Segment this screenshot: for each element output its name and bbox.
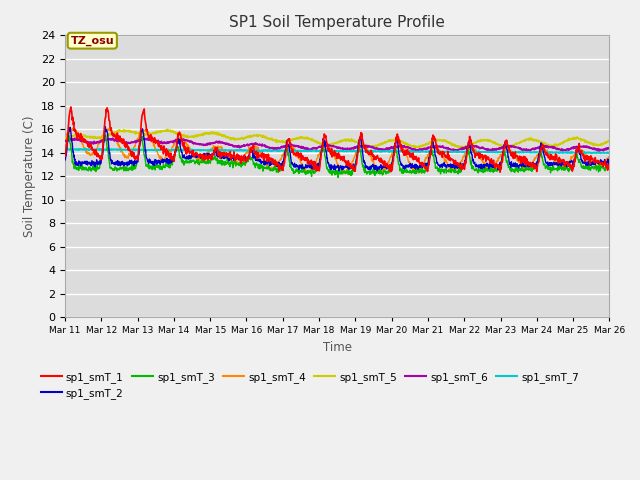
X-axis label: Time: Time [323, 341, 352, 354]
sp1_smT_5 [605, 138, 613, 144]
sp1_smT_3 [334, 175, 342, 180]
sp1_smT_7 [371, 148, 379, 154]
sp1_smT_7 [605, 150, 613, 156]
sp1_smT_3 [314, 168, 321, 174]
Y-axis label: Soil Temperature (C): Soil Temperature (C) [22, 116, 36, 237]
Line: sp1_smT_6: sp1_smT_6 [65, 138, 609, 151]
sp1_smT_1 [292, 151, 300, 157]
sp1_smT_7 [304, 148, 312, 154]
sp1_smT_5 [314, 140, 321, 146]
Line: sp1_smT_2: sp1_smT_2 [65, 127, 609, 171]
sp1_smT_4 [292, 150, 300, 156]
sp1_smT_3 [304, 170, 312, 176]
sp1_smT_6 [104, 136, 111, 142]
sp1_smT_5 [164, 127, 172, 132]
sp1_smT_7 [63, 146, 70, 152]
sp1_smT_5 [61, 135, 69, 141]
sp1_smT_7 [292, 148, 300, 154]
Line: sp1_smT_5: sp1_smT_5 [65, 130, 609, 148]
sp1_smT_1 [304, 160, 312, 166]
sp1_smT_5 [461, 145, 468, 151]
sp1_smT_2 [374, 168, 381, 174]
sp1_smT_6 [71, 135, 79, 141]
sp1_smT_6 [126, 140, 134, 145]
sp1_smT_4 [372, 164, 380, 169]
sp1_smT_2 [104, 130, 111, 136]
sp1_smT_4 [106, 125, 113, 131]
sp1_smT_2 [304, 164, 312, 169]
sp1_smT_5 [371, 143, 379, 149]
sp1_smT_4 [126, 152, 134, 157]
sp1_smT_6 [314, 145, 321, 151]
Line: sp1_smT_1: sp1_smT_1 [65, 107, 609, 172]
sp1_smT_3 [104, 148, 111, 154]
sp1_smT_3 [102, 132, 109, 138]
sp1_smT_6 [61, 138, 69, 144]
sp1_smT_4 [341, 171, 349, 177]
sp1_smT_1 [126, 148, 134, 154]
sp1_smT_3 [292, 166, 300, 172]
sp1_smT_4 [61, 133, 69, 139]
sp1_smT_5 [292, 135, 300, 141]
sp1_smT_2 [102, 124, 109, 130]
sp1_smT_7 [314, 148, 321, 154]
sp1_smT_4 [103, 126, 111, 132]
Legend: sp1_smT_1, sp1_smT_2, sp1_smT_3, sp1_smT_4, sp1_smT_5, sp1_smT_6, sp1_smT_7: sp1_smT_1, sp1_smT_2, sp1_smT_3, sp1_smT… [36, 368, 583, 403]
sp1_smT_3 [605, 162, 613, 168]
sp1_smT_5 [103, 133, 111, 139]
sp1_smT_5 [304, 134, 312, 140]
sp1_smT_7 [126, 147, 134, 153]
Line: sp1_smT_4: sp1_smT_4 [65, 128, 609, 174]
sp1_smT_3 [372, 170, 380, 176]
sp1_smT_2 [314, 162, 321, 168]
sp1_smT_6 [292, 144, 300, 149]
sp1_smT_6 [605, 145, 613, 151]
sp1_smT_5 [125, 128, 133, 133]
sp1_smT_1 [67, 104, 75, 110]
sp1_smT_2 [61, 157, 69, 163]
sp1_smT_1 [61, 154, 69, 159]
sp1_smT_1 [605, 164, 613, 170]
sp1_smT_3 [61, 154, 69, 159]
sp1_smT_1 [371, 155, 379, 161]
sp1_smT_7 [104, 147, 111, 153]
Text: TZ_osu: TZ_osu [70, 36, 114, 46]
sp1_smT_6 [526, 148, 534, 154]
sp1_smT_7 [587, 150, 595, 156]
Line: sp1_smT_7: sp1_smT_7 [65, 149, 609, 153]
sp1_smT_3 [126, 167, 134, 172]
sp1_smT_1 [314, 164, 321, 169]
sp1_smT_2 [371, 167, 379, 172]
sp1_smT_6 [371, 146, 379, 152]
sp1_smT_4 [314, 155, 321, 161]
sp1_smT_2 [126, 157, 134, 163]
sp1_smT_2 [605, 158, 613, 164]
sp1_smT_7 [61, 146, 69, 152]
sp1_smT_4 [304, 168, 312, 174]
sp1_smT_1 [496, 169, 504, 175]
sp1_smT_2 [292, 162, 300, 168]
Title: SP1 Soil Temperature Profile: SP1 Soil Temperature Profile [229, 15, 445, 30]
Line: sp1_smT_3: sp1_smT_3 [65, 135, 609, 178]
sp1_smT_6 [304, 145, 312, 151]
sp1_smT_1 [104, 108, 111, 113]
sp1_smT_4 [605, 154, 613, 159]
